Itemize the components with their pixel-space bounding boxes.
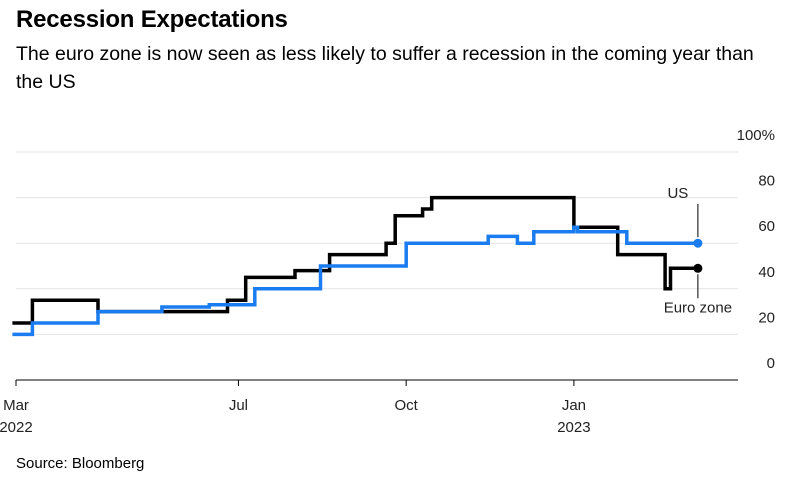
us-end-marker (693, 238, 703, 248)
chart-title: Recession Expectations (16, 6, 288, 33)
y-tick-label: 0 (767, 355, 775, 372)
source-note: Source: Bloomberg (16, 455, 145, 472)
y-tick-label: 40 (758, 264, 775, 281)
x-tick-sublabel: 2023 (557, 419, 590, 436)
us-label: US (667, 185, 688, 202)
y-tick-label: 20 (758, 309, 775, 326)
y-tick-label: 60 (758, 218, 775, 235)
y-tick-label: 80 (758, 173, 775, 190)
euro-zone-line (12, 195, 698, 325)
x-tick-sublabel: 2022 (0, 419, 33, 436)
euro-zone-label: Euro zone (664, 299, 732, 316)
euro-zone-end-marker (693, 263, 703, 273)
x-tick-label: Jul (229, 397, 248, 414)
x-tick-label: Mar (3, 397, 29, 414)
us-line (12, 225, 698, 337)
x-tick-label: Oct (394, 397, 418, 414)
x-tick-label: Jan (562, 397, 586, 414)
chart-subtitle: The euro zone is now seen as less likely… (16, 43, 754, 93)
y-tick-label: 100% (737, 127, 775, 144)
